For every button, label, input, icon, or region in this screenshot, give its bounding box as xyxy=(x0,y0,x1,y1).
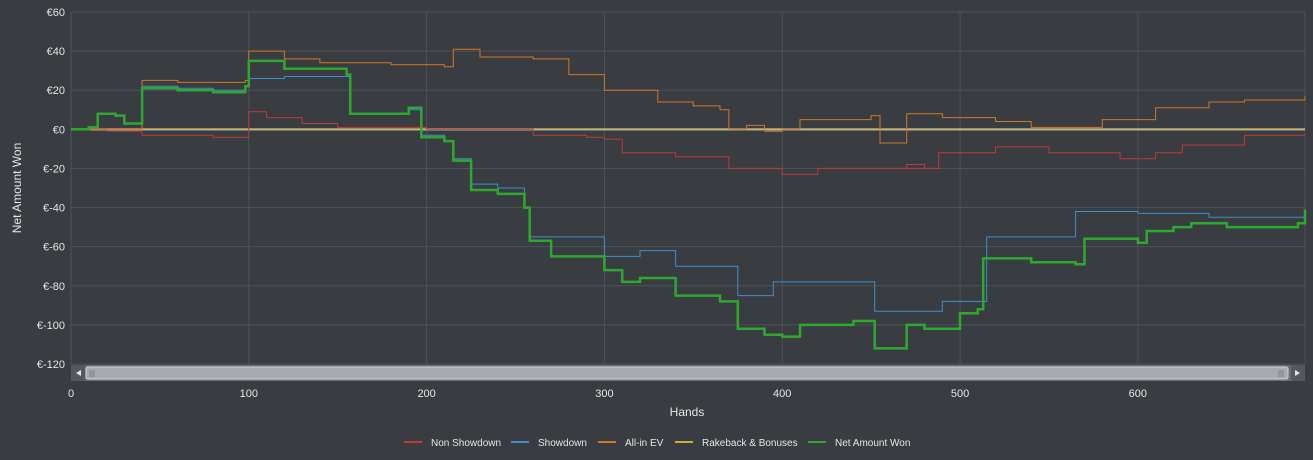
legend-label: Net Amount Won xyxy=(835,438,910,449)
x-axis-title: Hands xyxy=(670,405,705,419)
series-line-non-showdown xyxy=(71,111,1306,175)
plot-area xyxy=(70,11,1306,365)
y-tick-label: €-40 xyxy=(43,203,65,215)
series-line-net-amount-won xyxy=(71,59,1307,350)
x-tick-label: 100 xyxy=(240,388,258,400)
y-tick-label: €0 xyxy=(53,124,65,136)
legend: Non Showdown Showdown All-in EV Rakeback & … xyxy=(404,438,910,449)
x-tick-label: 200 xyxy=(417,388,435,400)
series-line-showdown xyxy=(71,76,1306,312)
y-tick-label: €-60 xyxy=(43,242,65,254)
y-tick-label: €40 xyxy=(47,46,65,58)
x-axis-ticks: 0 100 200 300 400 500 600 xyxy=(68,388,1147,400)
x-tick-label: 0 xyxy=(68,388,74,400)
legend-item-all-in-ev[interactable]: All-in EV xyxy=(598,438,664,449)
y-tick-label: €-80 xyxy=(43,281,65,293)
y-axis-ticks: €60 €40 €20 €0 €-20 €-40 €-60 €-80 €-100 €-120 xyxy=(37,7,65,371)
chevron-right-icon xyxy=(1295,370,1300,376)
y-tick-label: €20 xyxy=(47,85,65,97)
horizontal-scrollbar[interactable] xyxy=(71,365,1305,381)
grip-right-icon xyxy=(1278,370,1284,377)
x-tick-label: 400 xyxy=(773,388,791,400)
legend-item-net-amount-won[interactable]: Net Amount Won xyxy=(808,438,910,449)
y-tick-label: €60 xyxy=(47,7,65,19)
legend-item-showdown[interactable]: Showdown xyxy=(511,438,587,449)
legend-label: Showdown xyxy=(538,438,587,449)
x-tick-label: 300 xyxy=(595,388,613,400)
x-tick-label: 500 xyxy=(951,388,969,400)
chevron-left-icon xyxy=(76,370,81,376)
legend-label: Rakeback & Bonuses xyxy=(702,438,798,449)
legend-item-rakeback-bonuses[interactable]: Rakeback & Bonuses xyxy=(675,438,798,449)
y-tick-label: €-100 xyxy=(37,320,65,332)
series-lines xyxy=(71,48,1307,350)
y-tick-label: €-20 xyxy=(43,163,65,175)
scrollbar-thumb[interactable] xyxy=(85,366,1289,380)
legend-label: All-in EV xyxy=(625,438,664,449)
x-tick-label: 600 xyxy=(1129,388,1147,400)
legend-label: Non Showdown xyxy=(431,438,501,449)
legend-item-non-showdown[interactable]: Non Showdown xyxy=(404,438,501,449)
y-tick-label: €-120 xyxy=(37,359,65,371)
y-axis-title: Net Amount Won xyxy=(10,143,24,234)
series-line-all-in-ev xyxy=(71,48,1306,144)
grip-left-icon xyxy=(89,370,95,377)
